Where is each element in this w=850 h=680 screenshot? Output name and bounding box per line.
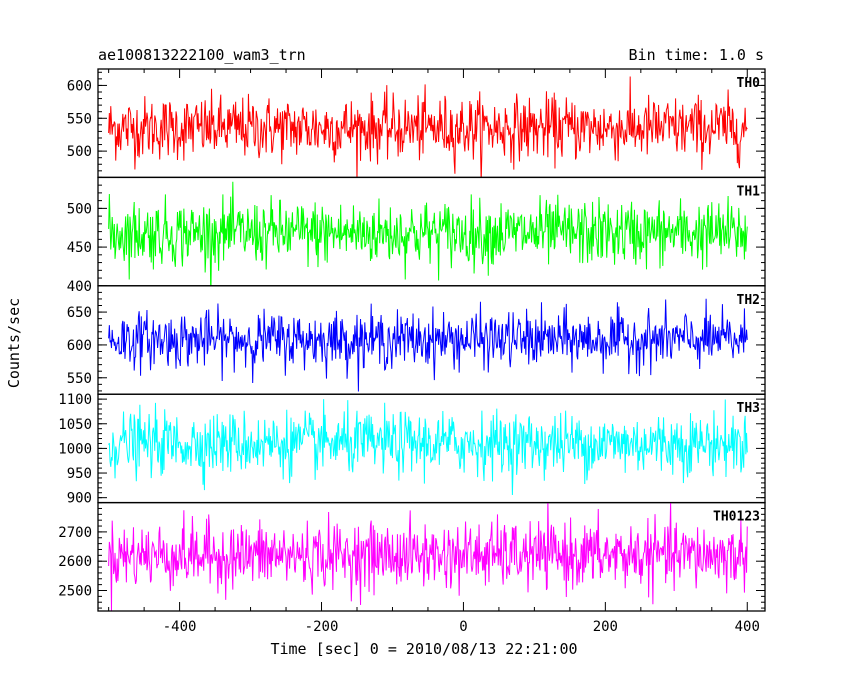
y-tick-label: 650 xyxy=(67,305,92,321)
panel-label-th0123: TH0123 xyxy=(713,510,760,525)
panel-label-th2: TH2 xyxy=(737,293,760,308)
y-tick-label: 1100 xyxy=(58,392,92,408)
x-axis-label: Time [sec] 0 = 2010/08/13 22:21:00 xyxy=(270,640,577,658)
x-axis: -400 -200 0 200 400 xyxy=(108,69,760,635)
panel-label-th0: TH0 xyxy=(737,76,761,91)
x-tick-label: 200 xyxy=(593,619,618,635)
y-tick-label: 2600 xyxy=(58,554,92,570)
x-tick-label: 0 xyxy=(459,619,467,635)
y-tick-label: 600 xyxy=(67,338,92,354)
y-tick-label: 500 xyxy=(67,144,92,160)
y-tick-label: 2700 xyxy=(58,525,92,541)
x-tick-label: -200 xyxy=(305,619,339,635)
series-th2 xyxy=(108,298,748,392)
chart-title: ae100813222100_wam3_trn xyxy=(98,46,306,64)
panel-th1: 400 450 500 TH1 xyxy=(67,176,766,295)
series-th0123 xyxy=(108,502,748,612)
panel-label-th3: TH3 xyxy=(737,401,760,416)
x-tick-label: -400 xyxy=(163,619,197,635)
series-th3 xyxy=(108,399,748,495)
y-tick-label: 900 xyxy=(67,491,92,507)
panel-frame xyxy=(97,501,766,612)
panel-th0123: 2500 2600 2700 TH0123 xyxy=(58,501,766,612)
y-tick-label: 2500 xyxy=(58,583,92,599)
y-tick-label: 500 xyxy=(67,201,92,217)
panel-th3: 900 950 1000 1050 1100 TH3 xyxy=(58,392,766,507)
y-tick-label: 1000 xyxy=(58,441,92,457)
y-tick-label: 950 xyxy=(67,466,92,482)
panel-label-th1: TH1 xyxy=(737,184,761,199)
y-tick-label: 600 xyxy=(67,78,92,94)
panel-th2: 550 600 650 TH2 xyxy=(67,285,766,395)
y-tick-label: 400 xyxy=(67,279,92,295)
bin-time-label: Bin time: 1.0 s xyxy=(629,46,764,64)
panel-th0: 500 550 600 TH0 xyxy=(67,68,766,179)
y-axis-label: Counts/sec xyxy=(5,298,23,388)
y-tick-label: 1050 xyxy=(58,417,92,433)
series-th0 xyxy=(108,76,748,178)
y-tick-label: 450 xyxy=(67,240,92,256)
y-tick-label: 550 xyxy=(67,371,92,387)
y-tick-label: 550 xyxy=(67,111,92,127)
x-tick-label: 400 xyxy=(735,619,760,635)
series-th1 xyxy=(108,181,748,286)
